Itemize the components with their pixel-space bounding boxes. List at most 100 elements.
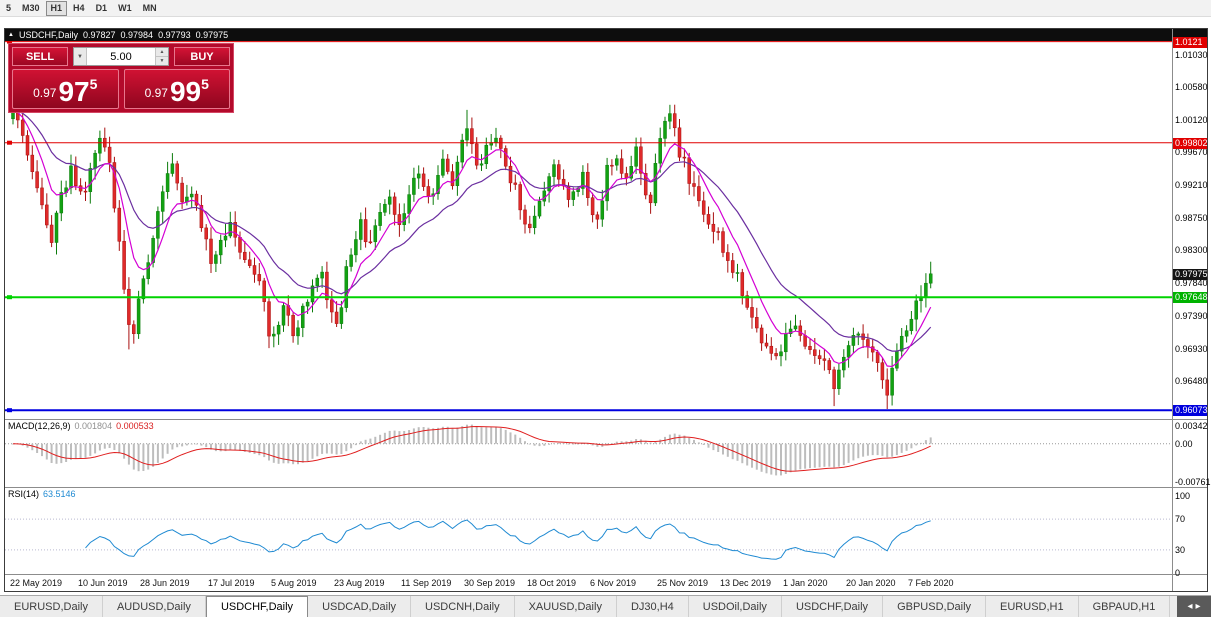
- time-axis-label: 28 Jun 2019: [140, 578, 190, 588]
- chart-tab-usdcad-daily[interactable]: USDCAD,Daily: [308, 596, 412, 617]
- ohlc-close: 0.97975: [195, 30, 229, 40]
- volume-dropdown-icon[interactable]: ▼: [74, 48, 87, 65]
- axis-label: 100: [1175, 491, 1191, 501]
- price-tag: 1.0121: [1173, 36, 1207, 48]
- sell-button[interactable]: SELL: [12, 47, 68, 66]
- timeframe-button-d1[interactable]: D1: [95, 2, 108, 13]
- time-axis-label: 11 Sep 2019: [401, 578, 452, 588]
- axis-label: 0.96930: [1175, 343, 1208, 354]
- axis-label: 0.97390: [1175, 310, 1208, 321]
- time-axis-label: 25 Nov 2019: [657, 578, 709, 588]
- bid-pipette: 5: [89, 76, 98, 92]
- time-axis[interactable]: 22 May 2019 10 Jun 2019 28 Jun 2019 17 Jul …: [5, 575, 1172, 591]
- time-axis-label: 18 Oct 2019: [527, 578, 577, 588]
- time-axis-label: 1 Jan 2020: [783, 578, 828, 588]
- price-tag: 0.97648: [1173, 292, 1208, 304]
- chart-tab-usdchf-daily[interactable]: USDCHF,Daily: [782, 596, 884, 617]
- chart-tab-dj30-h4[interactable]: DJ30,H4: [617, 596, 689, 617]
- buy-button[interactable]: BUY: [174, 47, 230, 66]
- chart-tab-audusd-daily[interactable]: AUDUSD,Daily: [103, 596, 206, 617]
- timeframe-button-w1[interactable]: W1: [118, 2, 132, 13]
- timeframe-button-5[interactable]: 5: [6, 2, 12, 13]
- chart-tab-usdcnh-daily[interactable]: USDCNH,Daily: [411, 596, 515, 617]
- time-axis-label: 5 Aug 2019: [271, 578, 317, 588]
- axis-label: -0.00761: [1175, 477, 1211, 488]
- pane-separator[interactable]: [5, 574, 1207, 575]
- timeframe-button-m30[interactable]: M30: [22, 2, 40, 13]
- ask-price-button[interactable]: 0.97 99 5: [123, 69, 230, 109]
- time-axis-label: 6 Nov 2019: [590, 578, 637, 588]
- ask-prefix: 0.97: [144, 86, 168, 100]
- time-axis-label: 13 Dec 2019: [720, 578, 772, 588]
- collapse-icon[interactable]: ▲: [8, 32, 14, 38]
- axis-label: 70: [1175, 514, 1186, 525]
- time-axis-label: 10 Jun 2019: [78, 578, 128, 588]
- chart-tabs: EURUSD,Daily AUDUSD,Daily USDCHF,Daily USDC…: [0, 596, 1177, 617]
- rsi-label: RSI(14) 63.5146: [8, 489, 76, 499]
- chart-tab-eurusd-h1[interactable]: EURUSD,H1: [986, 596, 1079, 617]
- chart-tab-gbpaud-h1[interactable]: GBPAUD,H1: [1079, 596, 1171, 617]
- time-axis-label: 20 Jan 2020: [846, 578, 896, 588]
- spin-up-icon[interactable]: ▲: [156, 48, 168, 57]
- price-tag: 0.97975: [1173, 268, 1208, 280]
- axis-label: 0.00342: [1175, 421, 1208, 432]
- time-axis-label: 7 Feb 2020: [908, 578, 954, 588]
- ask-pipette: 5: [201, 76, 209, 92]
- timeframe-button-h1[interactable]: H1: [45, 0, 68, 16]
- axis-label: 0.00: [1175, 438, 1193, 449]
- axis-label: 0: [1175, 568, 1181, 578]
- chart-tab-usdoil-daily[interactable]: USDOil,Daily: [689, 596, 782, 617]
- price-axis[interactable]: 1.01030 1.00580 1.00120 0.99670 0.99210 0.987…: [1172, 29, 1211, 591]
- axis-label: 1.00580: [1175, 81, 1208, 92]
- time-axis-label: 17 Jul 2019: [208, 578, 255, 588]
- one-click-trade-panel: SELL ▼ 5.00 ▲ ▼ BUY 0.97 97 5 0.97 99 5: [8, 43, 234, 113]
- chart-tab-eurusd-daily[interactable]: EURUSD,Daily: [0, 596, 103, 617]
- tab-scroll-right-icon[interactable]: ▸: [1195, 601, 1201, 612]
- axis-label: 0.98750: [1175, 213, 1208, 224]
- macd-pane[interactable]: MACD(12,26,9) 0.001804 0.000533: [5, 420, 1172, 487]
- chart-tab-xauusd-daily[interactable]: XAUUSD,Daily: [515, 596, 617, 617]
- chart-tab-usdchf-daily[interactable]: USDCHF,Daily: [205, 596, 309, 617]
- price-chart-pane[interactable]: [5, 41, 1172, 419]
- axis-label: 1.00120: [1175, 114, 1208, 125]
- bid-price-button[interactable]: 0.97 97 5: [12, 69, 119, 109]
- price-tag: 0.99802: [1173, 137, 1208, 149]
- ohlc-low: 0.97793: [158, 30, 191, 40]
- pane-separator[interactable]: [5, 419, 1207, 420]
- tab-scroll-left-icon[interactable]: ◂: [1187, 601, 1193, 612]
- chart-window[interactable]: ▲ USDCHF,Daily 0.97827 0.97984 0.97793 0…: [4, 28, 1211, 592]
- chart-tab-gbpusd-daily[interactable]: GBPUSD,Daily: [883, 596, 987, 617]
- time-axis-label: 22 May 2019: [10, 578, 63, 588]
- timeframe-button-mn[interactable]: MN: [142, 2, 157, 13]
- pane-separator[interactable]: [5, 487, 1207, 488]
- time-axis-label: 30 Sep 2019: [464, 578, 516, 588]
- chart-title-bar: ▲ USDCHF,Daily 0.97827 0.97984 0.97793 0…: [5, 29, 1207, 41]
- spin-down-icon[interactable]: ▼: [156, 57, 168, 65]
- macd-signal-value: 0.000533: [116, 421, 154, 431]
- axis-label: 0.97840: [1175, 278, 1208, 289]
- rsi-value: 63.5146: [43, 489, 76, 499]
- axis-label: 30: [1175, 544, 1186, 555]
- volume-value[interactable]: 5.00: [110, 50, 132, 63]
- time-axis-label: 23 Aug 2019: [334, 578, 385, 588]
- timeframe-toolbar: 5 M30 H1 H4 D1 W1 MN: [0, 0, 1211, 17]
- axis-label: 1.01030: [1175, 49, 1208, 60]
- axis-label: 0.99670: [1175, 147, 1208, 158]
- chart-symbol-period: USDCHF,Daily: [18, 30, 78, 40]
- axis-label: 0.98300: [1175, 245, 1208, 256]
- ohlc-open: 0.97827: [82, 30, 116, 40]
- price-tag: 0.96073: [1173, 405, 1208, 417]
- ask-big-digits: 99: [169, 76, 202, 107]
- volume-spinner[interactable]: ▲ ▼: [155, 48, 168, 65]
- axis-label: 0.99210: [1175, 180, 1208, 191]
- bid-big-digits: 97: [58, 76, 90, 107]
- chart-tab-bar: EURUSD,Daily AUDUSD,Daily USDCHF,Daily USDC…: [0, 595, 1211, 617]
- rsi-pane[interactable]: RSI(14) 63.5146: [5, 488, 1172, 574]
- timeframe-button-h4[interactable]: H4: [73, 2, 85, 13]
- macd-main-value: 0.001804: [74, 421, 113, 431]
- ohlc-high: 0.97984: [120, 30, 154, 40]
- tab-scroll-buttons: ◂ ▸: [1177, 596, 1211, 617]
- volume-stepper[interactable]: ▼ 5.00 ▲ ▼: [73, 47, 169, 66]
- macd-label: MACD(12,26,9) 0.001804 0.000533: [8, 421, 154, 431]
